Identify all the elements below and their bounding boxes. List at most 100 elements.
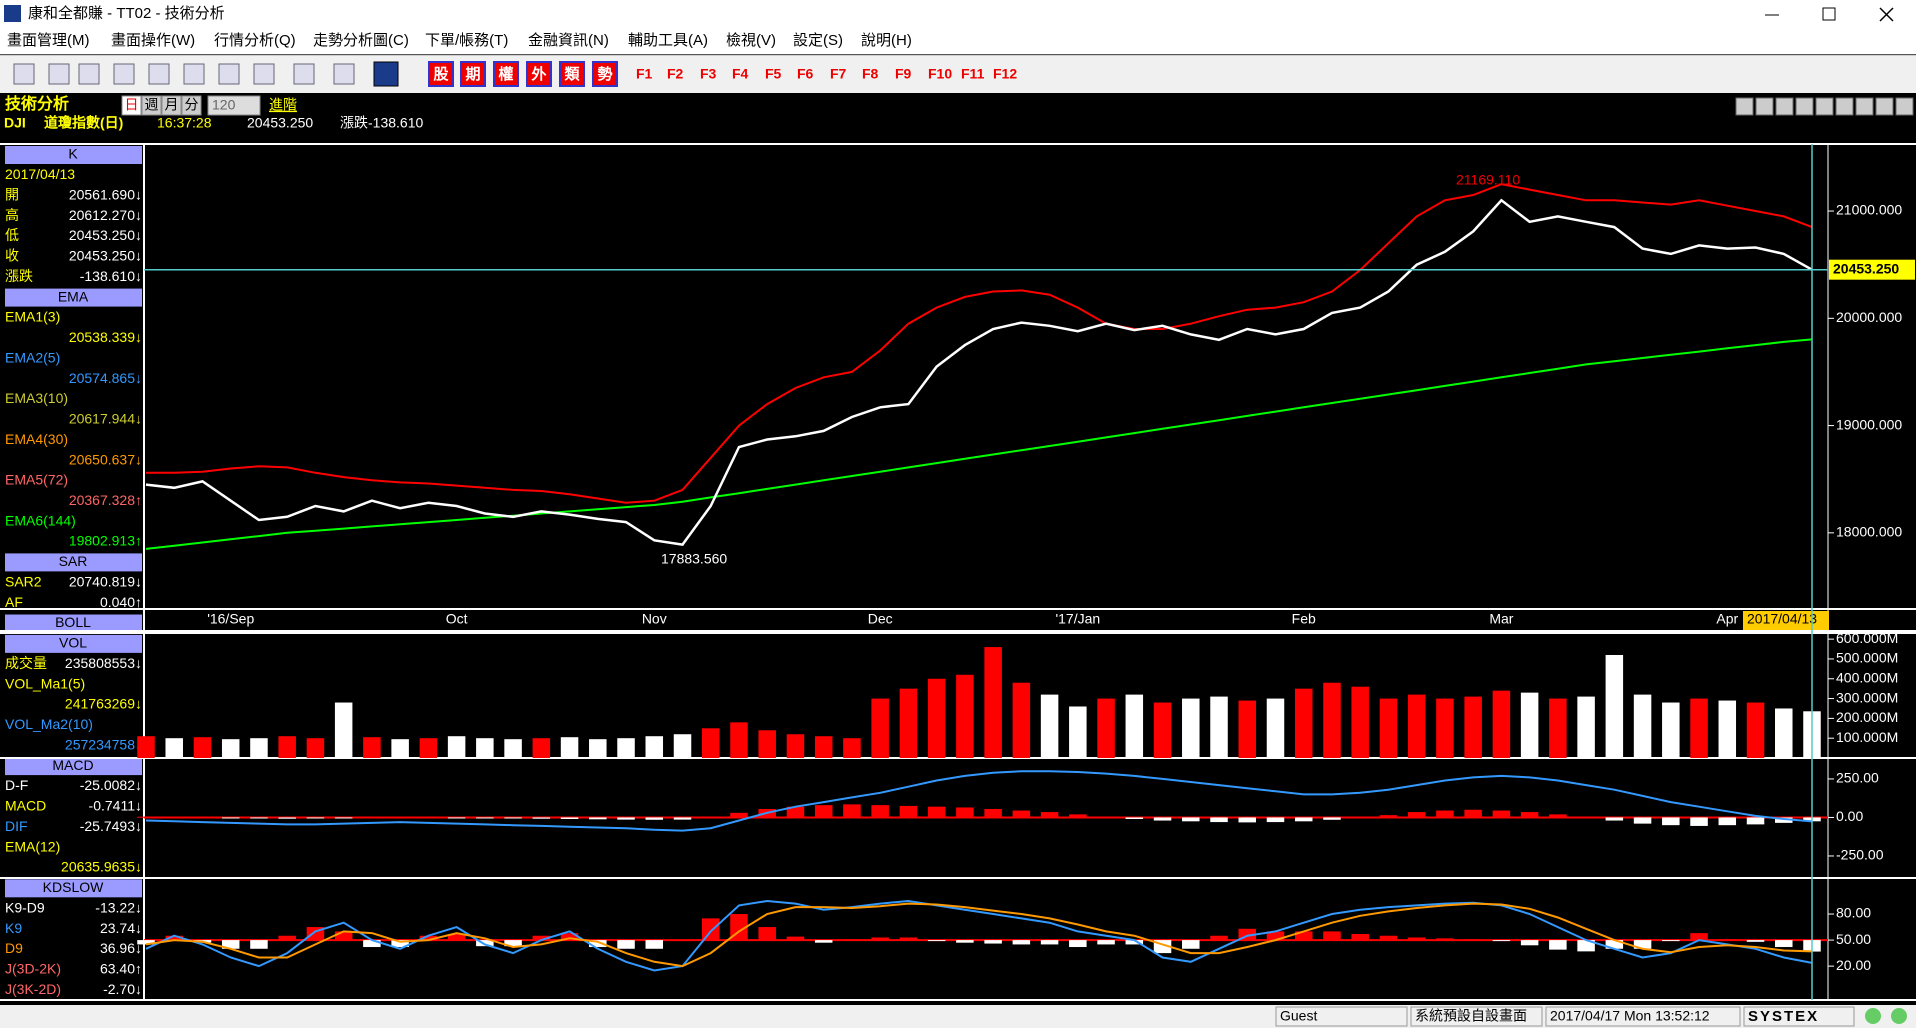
tool-icon[interactable]: [113, 63, 135, 85]
bar: [334, 702, 353, 758]
function-key[interactable]: F1: [636, 66, 653, 82]
count-select[interactable]: [207, 95, 261, 116]
bar: [476, 738, 494, 758]
advanced-link[interactable]: 進階: [269, 97, 297, 113]
menu-item[interactable]: 金融資訊(N): [528, 32, 609, 49]
menu-item[interactable]: 輔助工具(A): [628, 32, 708, 49]
bar: [1097, 816, 1115, 818]
function-key[interactable]: F3: [700, 66, 717, 82]
tool-icon[interactable]: [48, 63, 70, 85]
bar: [1238, 700, 1257, 758]
bar: [1718, 700, 1737, 758]
function-key[interactable]: F8: [862, 66, 879, 82]
menu-item[interactable]: 下單/帳務(T): [425, 32, 508, 49]
x-tick-label: Nov: [642, 611, 667, 627]
indicator-label: 漲跌: [5, 268, 33, 284]
tool-button[interactable]: [493, 61, 519, 87]
y-tick-label: 19000.000: [1836, 416, 1902, 432]
tool-button[interactable]: [592, 61, 618, 87]
menu-item[interactable]: 走勢分析圖(C): [313, 32, 409, 49]
bar: [1464, 939, 1482, 941]
tool-icon[interactable]: [13, 63, 35, 85]
chart-tool[interactable]: [1855, 97, 1874, 116]
bar: [1492, 810, 1511, 818]
chart-tool[interactable]: [1835, 97, 1854, 116]
function-key[interactable]: F2: [667, 66, 684, 82]
indicator-header: [5, 553, 142, 572]
function-key[interactable]: F4: [732, 66, 749, 82]
tool-icon[interactable]: [293, 63, 315, 85]
symbol: DJI: [4, 115, 26, 131]
tool-icon[interactable]: [78, 63, 100, 85]
indicator-value: 23.74↓: [100, 920, 142, 936]
menu-item[interactable]: 畫面操作(W): [111, 32, 195, 49]
function-key[interactable]: F12: [993, 66, 1017, 82]
bar: [843, 738, 861, 758]
bar: [1746, 817, 1765, 825]
indicator-value: 235808553↓: [65, 655, 142, 671]
chart-tool[interactable]: [1755, 97, 1774, 116]
tool-button[interactable]: [428, 61, 454, 87]
bar: [1012, 682, 1031, 758]
tool-button[interactable]: [460, 61, 486, 87]
tool-icon[interactable]: [148, 63, 170, 85]
bar: [814, 736, 833, 758]
bar: [701, 817, 720, 819]
menu-item[interactable]: 設定(S): [793, 32, 843, 49]
tool-icon[interactable]: [373, 61, 399, 87]
close-button[interactable]: [1879, 7, 1894, 22]
bar: [1069, 940, 1087, 948]
indicator-header: [5, 146, 142, 164]
bar: [1323, 817, 1341, 820]
function-key[interactable]: F6: [797, 66, 814, 82]
menu-item[interactable]: 畫面管理(M): [7, 32, 90, 49]
bar: [560, 817, 579, 820]
indicator-label: D-F: [5, 777, 28, 793]
bar: [956, 674, 974, 758]
period-button[interactable]: [181, 95, 202, 116]
bar: [391, 739, 409, 758]
function-key[interactable]: F5: [765, 66, 782, 82]
chart-tool[interactable]: [1775, 97, 1794, 116]
function-key[interactable]: F9: [895, 66, 912, 82]
menu-item[interactable]: 說明(H): [861, 32, 912, 49]
function-key[interactable]: F7: [830, 66, 847, 82]
period-button[interactable]: [161, 95, 182, 116]
indicator-header: [5, 614, 142, 633]
chart-tool[interactable]: [1875, 97, 1894, 116]
tool-icon[interactable]: [333, 63, 355, 85]
menu-item[interactable]: 行情分析(Q): [214, 32, 296, 49]
bar: [1577, 696, 1595, 758]
function-key[interactable]: F10: [928, 66, 952, 82]
bar: [758, 927, 776, 941]
bar: [1351, 934, 1369, 941]
indicator-label: SAR2: [5, 573, 42, 589]
chart-tool[interactable]: [1735, 97, 1754, 116]
x-tick-label: '16/Sep: [207, 611, 254, 627]
period-button[interactable]: [121, 95, 142, 116]
bar: [956, 940, 974, 943]
tool-icon[interactable]: [253, 63, 275, 85]
y-tick-label: 100.000M: [1836, 729, 1898, 745]
tool-button[interactable]: [526, 61, 552, 87]
bar: [1746, 940, 1765, 942]
bar: [1012, 810, 1031, 818]
tool-button-label: 權: [498, 65, 513, 83]
status-text: Guest: [1280, 1008, 1317, 1024]
function-key[interactable]: F11: [961, 66, 985, 82]
bar: [1577, 817, 1595, 819]
tool-icon[interactable]: [183, 63, 205, 85]
chart-tool[interactable]: [1895, 97, 1914, 116]
chart-tool[interactable]: [1815, 97, 1834, 116]
y-tick-label: 600.000M: [1836, 630, 1898, 646]
menu-item[interactable]: 檢視(V): [726, 32, 776, 49]
bar: [1351, 686, 1369, 758]
period-button[interactable]: [141, 95, 162, 116]
tool-icon[interactable]: [218, 63, 240, 85]
series-line: [145, 902, 1813, 968]
bar: [1633, 940, 1652, 949]
maximize-button[interactable]: [1822, 7, 1836, 21]
tool-button[interactable]: [559, 61, 585, 87]
x-tick-label: Feb: [1292, 611, 1316, 627]
chart-tool[interactable]: [1795, 97, 1814, 116]
